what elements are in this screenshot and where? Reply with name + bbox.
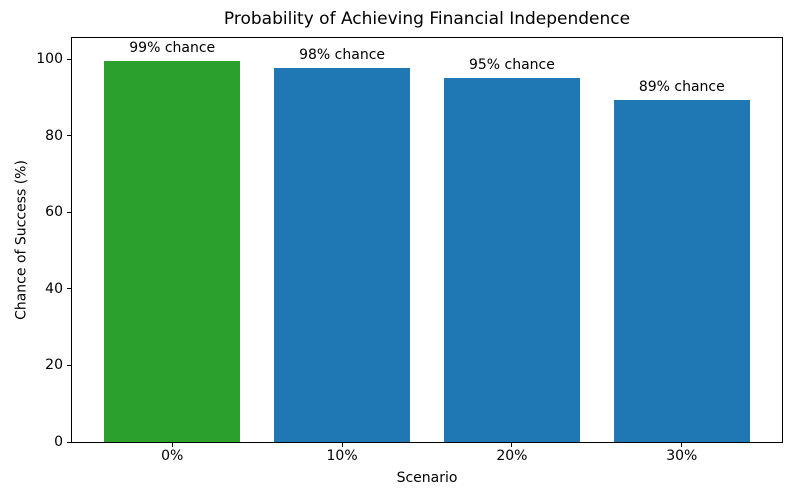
x-axis-label: Scenario [396,470,458,486]
bar-scenario-30% [613,99,750,442]
y-tick-mark [67,364,71,366]
y-tick-label: 100 [36,51,63,68]
y-tick-mark [67,441,71,443]
x-tick-mark [511,443,513,447]
y-axis-label: Chance of Success (%) [13,160,30,320]
bar-value-label: 99% chance [129,40,216,57]
y-tick-mark [67,288,71,290]
x-tick-mark [681,443,683,447]
y-tick-mark [67,135,71,137]
bar-scenario-20% [443,77,580,442]
bar-scenario-10% [274,67,410,442]
bar-value-label: 95% chance [468,56,555,73]
y-tick-mark [67,58,71,60]
bar-scenario-0% [104,61,241,442]
x-tick-label: 30% [666,448,698,464]
y-tick-label: 0 [54,434,63,450]
chart-title: Probability of Achieving Financial Indep… [223,9,631,29]
y-tick-label: 60 [45,204,63,221]
bar-value-label: 89% chance [638,78,725,95]
x-tick-label: 0% [161,448,184,464]
y-tick-label: 80 [45,127,63,144]
y-tick-label: 40 [45,280,63,297]
x-tick-label: 10% [326,448,358,464]
plot-area: 0 20 40 60 80 100 99% chance 0% 98% chance 10% 95%… [36,37,783,464]
x-tick-mark [341,443,343,447]
y-tick-mark [67,211,71,213]
y-tick-label: 20 [45,357,63,374]
bar-value-label: 98% chance [299,46,386,63]
x-tick-label: 20% [496,448,528,464]
x-tick-mark [171,443,173,447]
